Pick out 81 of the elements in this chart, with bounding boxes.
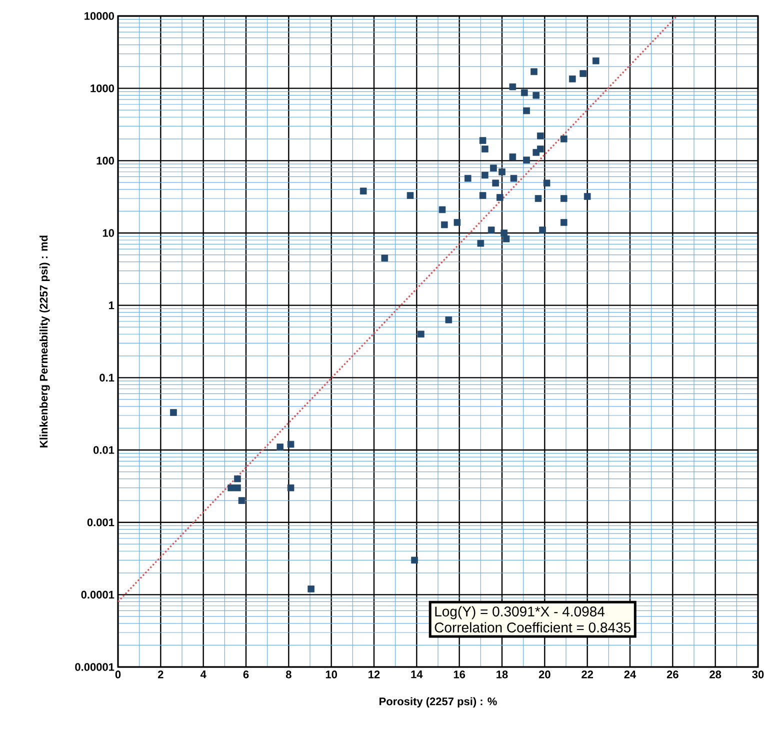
point	[464, 174, 472, 182]
point	[454, 219, 461, 226]
point	[530, 68, 538, 76]
point	[498, 168, 506, 176]
x-tick-label: 24	[624, 670, 636, 678]
point	[234, 475, 241, 482]
point	[502, 235, 510, 242]
point	[523, 107, 530, 114]
point	[418, 330, 424, 338]
annotation: Log(Y) = 0.3091*X - 4.0984	[435, 606, 605, 620]
point	[477, 240, 484, 247]
point	[441, 221, 448, 228]
x-axis-title: Porosity (2257 psi) : %	[380, 697, 497, 708]
x-tick-label: 18	[496, 670, 508, 678]
point	[496, 194, 504, 201]
point	[510, 174, 518, 182]
point	[234, 484, 241, 492]
point	[592, 57, 600, 64]
x-tick-label: 28	[710, 670, 722, 678]
point	[523, 156, 530, 164]
y-tick-label: 1000	[90, 84, 114, 92]
point	[532, 149, 540, 156]
point	[569, 76, 576, 82]
x-tick-label: 0	[115, 670, 121, 678]
point	[521, 89, 528, 96]
point	[482, 172, 488, 179]
y-tick-label: 1	[109, 302, 114, 310]
point	[532, 92, 540, 99]
annotation: Correlation Coefficient = 0.8435	[434, 622, 631, 632]
point	[445, 316, 452, 324]
x-tick-label: 6	[243, 670, 249, 678]
x-tick-label: 16	[454, 670, 466, 678]
point	[287, 484, 294, 492]
y-tick-label: 10000	[84, 12, 114, 20]
point	[488, 226, 495, 234]
x-tick-label: 14	[411, 670, 423, 678]
point	[411, 556, 418, 564]
point	[560, 219, 568, 226]
point	[560, 195, 568, 202]
point	[276, 444, 284, 450]
point	[381, 254, 388, 262]
point	[580, 70, 586, 77]
point	[479, 137, 486, 144]
point	[360, 188, 367, 194]
point	[539, 226, 546, 234]
point	[287, 440, 294, 448]
point	[509, 153, 516, 160]
y-tick-label: 100	[96, 156, 114, 165]
point	[238, 497, 246, 504]
x-tick-label: 26	[666, 670, 678, 678]
point	[479, 192, 486, 199]
x-tick-label: 8	[286, 670, 292, 678]
point	[170, 409, 177, 416]
point	[406, 192, 414, 199]
point	[490, 164, 497, 172]
x-tick-label: 2	[158, 670, 164, 678]
x-tick-label: 4	[200, 670, 206, 678]
y-axis-title: Klinkenberg Permeability (2257 psi) : md	[40, 236, 50, 448]
point	[537, 132, 544, 140]
point	[492, 180, 499, 186]
y-tick-label: 0.1	[100, 374, 114, 382]
point	[308, 586, 314, 592]
point	[534, 195, 542, 202]
x-tick-label: 22	[582, 670, 594, 678]
x-tick-label: 30	[752, 670, 764, 678]
point	[509, 83, 516, 90]
y-tick-label: 0.01	[93, 446, 114, 454]
y-tick-label: 0.0001	[81, 590, 114, 599]
point	[438, 206, 446, 214]
point	[482, 146, 488, 152]
y-tick-label: 0.001	[87, 518, 114, 526]
point	[560, 136, 568, 142]
x-tick-label: 12	[368, 670, 380, 678]
point	[584, 193, 591, 200]
point	[500, 230, 508, 236]
point	[543, 180, 550, 186]
x-tick-label: 10	[326, 670, 337, 678]
y-tick-label: 0.00001	[75, 663, 114, 671]
y-tick-label: 10	[102, 229, 114, 237]
x-tick-label: 20	[538, 670, 550, 678]
point	[228, 484, 234, 492]
